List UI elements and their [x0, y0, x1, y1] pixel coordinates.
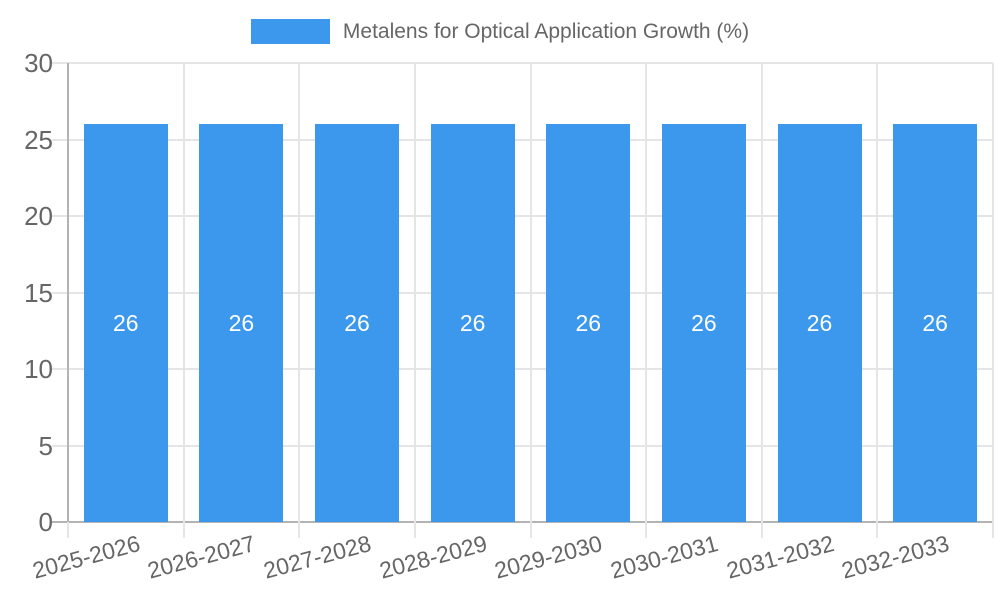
bar-value-label: 26	[113, 310, 139, 337]
gridline-vertical	[413, 63, 416, 522]
x-tick-label: 2031-2032	[723, 530, 837, 584]
gridline-vertical	[298, 63, 301, 522]
bar[interactable]: 26	[199, 124, 284, 522]
gridline-vertical	[760, 63, 763, 522]
gridline-horizontal	[52, 368, 993, 370]
legend-label: Metalens for Optical Application Growth …	[342, 20, 750, 43]
bar[interactable]: 26	[83, 124, 168, 522]
bar-value-label: 26	[459, 310, 486, 337]
bar[interactable]: 26	[777, 124, 862, 522]
gridline-vertical	[645, 63, 648, 522]
bar-value-label: 26	[806, 310, 833, 337]
y-tick-label: 20	[24, 201, 53, 231]
legend-swatch	[250, 19, 330, 44]
y-tick-label: 25	[24, 124, 53, 155]
bar-value-label: 26	[691, 310, 717, 337]
gridline-horizontal	[52, 291, 993, 294]
x-tick-label: 2030-2031	[607, 530, 721, 584]
x-axis-line	[52, 521, 993, 523]
x-axis-tick	[645, 522, 648, 538]
x-axis-tick	[992, 522, 994, 538]
gridline-horizontal	[52, 62, 993, 64]
bar-value-label: 26	[344, 310, 370, 337]
y-tick-label: 5	[38, 430, 53, 461]
y-tick-label: 10	[24, 354, 53, 384]
bar[interactable]: 26	[893, 124, 978, 522]
x-tick-label: 2032-2033	[838, 530, 952, 584]
x-axis-tick	[67, 522, 69, 538]
gridline-vertical	[876, 63, 879, 522]
bar-value-label: 26	[922, 310, 948, 337]
bar[interactable]: 26	[315, 124, 400, 522]
x-tick-label: 2029-2030	[492, 530, 606, 584]
gridline-vertical	[529, 63, 532, 522]
x-axis-tick	[760, 522, 763, 538]
x-axis-tick	[298, 522, 301, 538]
x-axis-tick	[876, 522, 879, 538]
y-tick-label: 0	[38, 507, 53, 537]
gridline-vertical	[182, 63, 185, 522]
x-axis-tick	[182, 522, 185, 538]
y-axis-line	[67, 63, 69, 522]
gridline-horizontal	[52, 138, 993, 141]
bar[interactable]: 26	[430, 124, 515, 522]
bar[interactable]: 26	[546, 124, 631, 522]
gridline-horizontal	[52, 215, 993, 217]
legend[interactable]: Metalens for Optical Application Growth …	[0, 19, 1000, 44]
gridline-vertical	[992, 63, 994, 522]
bar-value-label: 26	[575, 310, 602, 337]
bar-value-label: 26	[228, 310, 255, 337]
x-tick-label: 2027-2028	[260, 530, 374, 584]
y-tick-label: 15	[24, 277, 53, 308]
x-axis-tick	[529, 522, 532, 538]
y-tick-label: 30	[24, 48, 53, 78]
gridline-horizontal	[52, 444, 993, 447]
x-tick-label: 2025-2026	[29, 530, 143, 584]
x-axis-tick	[413, 522, 416, 538]
bar[interactable]: 26	[661, 124, 746, 522]
x-tick-label: 2028-2029	[376, 530, 490, 584]
x-tick-label: 2026-2027	[145, 530, 259, 584]
